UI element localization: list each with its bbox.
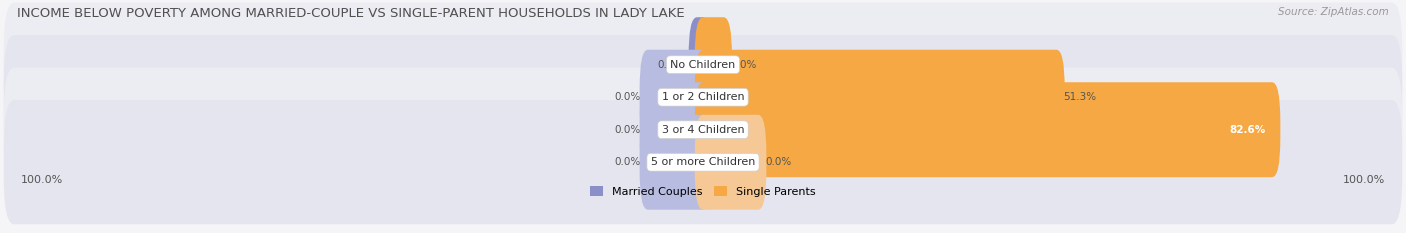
Text: 1 or 2 Children: 1 or 2 Children	[662, 92, 744, 102]
Text: 3 or 4 Children: 3 or 4 Children	[662, 125, 744, 135]
Legend: Married Couples, Single Parents: Married Couples, Single Parents	[586, 182, 820, 201]
FancyBboxPatch shape	[4, 35, 1402, 159]
FancyBboxPatch shape	[640, 115, 711, 210]
FancyBboxPatch shape	[695, 115, 766, 210]
Text: INCOME BELOW POVERTY AMONG MARRIED-COUPLE VS SINGLE-PARENT HOUSEHOLDS IN LADY LA: INCOME BELOW POVERTY AMONG MARRIED-COUPL…	[17, 7, 685, 20]
Text: 0.0%: 0.0%	[765, 157, 792, 167]
FancyBboxPatch shape	[4, 3, 1402, 127]
FancyBboxPatch shape	[4, 68, 1402, 192]
Text: 0.0%: 0.0%	[614, 92, 641, 102]
Text: 82.6%: 82.6%	[1229, 125, 1265, 135]
FancyBboxPatch shape	[695, 17, 733, 112]
Text: 0.0%: 0.0%	[614, 157, 641, 167]
FancyBboxPatch shape	[695, 50, 1064, 145]
Text: Source: ZipAtlas.com: Source: ZipAtlas.com	[1278, 7, 1389, 17]
Text: 51.3%: 51.3%	[1063, 92, 1097, 102]
Text: No Children: No Children	[671, 60, 735, 70]
Text: 100.0%: 100.0%	[1343, 175, 1385, 185]
FancyBboxPatch shape	[640, 50, 711, 145]
FancyBboxPatch shape	[4, 100, 1402, 224]
FancyBboxPatch shape	[695, 82, 1281, 177]
Text: 100.0%: 100.0%	[21, 175, 63, 185]
FancyBboxPatch shape	[640, 82, 711, 177]
FancyBboxPatch shape	[689, 17, 711, 112]
Text: 0.89%: 0.89%	[657, 60, 690, 70]
Text: 0.0%: 0.0%	[614, 125, 641, 135]
Text: 5 or more Children: 5 or more Children	[651, 157, 755, 167]
Text: 3.0%: 3.0%	[731, 60, 756, 70]
